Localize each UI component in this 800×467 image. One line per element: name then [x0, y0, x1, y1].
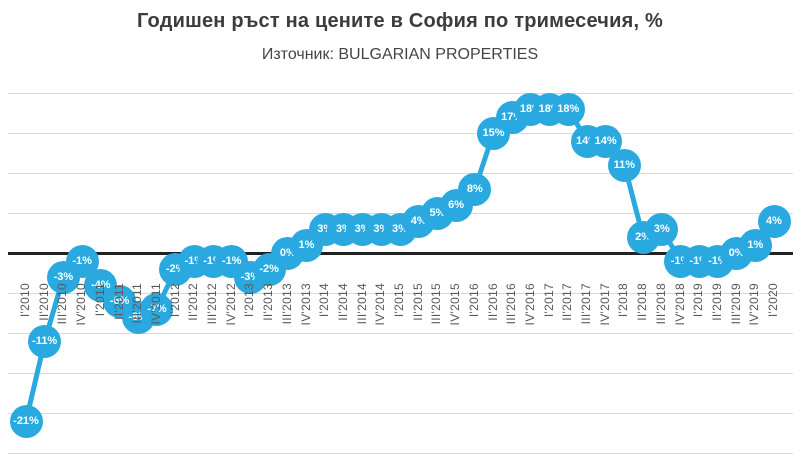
- chart-title: Годишен ръст на цените в София по тримес…: [137, 10, 663, 32]
- gridline: [8, 333, 793, 334]
- x-axis-label: III'2011: [130, 283, 145, 324]
- x-axis-label: II'2010: [36, 283, 51, 321]
- x-axis-label: III'2017: [579, 283, 593, 325]
- x-axis-label: IV'2013: [298, 283, 313, 326]
- gridline: [8, 293, 793, 294]
- x-axis-label: III'2015: [429, 283, 444, 325]
- data-point-marker: 11%: [607, 148, 641, 182]
- x-axis-label: I'2020: [766, 283, 780, 318]
- x-axis-label: IV'2017: [597, 283, 612, 326]
- data-point-marker: -2%: [252, 252, 286, 286]
- x-axis-label: II'2013: [261, 283, 276, 321]
- x-axis-label: III'2012: [205, 283, 219, 325]
- data-point-marker: -3%: [46, 260, 80, 294]
- x-axis-label: III'2018: [653, 283, 668, 325]
- gridline: [8, 93, 793, 94]
- gridline: [8, 133, 793, 134]
- x-axis-label: II'2017: [560, 283, 575, 321]
- x-axis-label: II'2011: [111, 283, 126, 320]
- x-axis-label: I'2013: [242, 283, 257, 318]
- data-point-marker: 8%: [458, 172, 492, 206]
- x-axis-label: IV'2015: [448, 283, 463, 326]
- data-point-marker: 4%: [757, 204, 791, 238]
- x-axis-label: IV'2018: [672, 283, 687, 326]
- chart-subtitle: Източник: BULGARIAN PROPERTIES: [261, 46, 539, 63]
- x-axis-label: II'2014: [335, 283, 350, 321]
- x-axis-label: IV'2011: [148, 283, 163, 325]
- x-axis-label: II'2015: [410, 283, 425, 321]
- gridline: [8, 173, 793, 174]
- x-axis-label: I'2015: [392, 283, 406, 318]
- zero-axis-line: [8, 252, 793, 255]
- x-axis-label: I'2012: [167, 283, 182, 318]
- data-point-marker: -7%: [140, 292, 174, 326]
- x-axis-label: I'2019: [691, 283, 706, 318]
- x-axis-label: III'2019: [728, 283, 743, 325]
- gridline: [8, 373, 793, 374]
- gridline: [8, 413, 793, 414]
- x-axis-label: IV'2014: [373, 283, 388, 326]
- data-point-marker: 18%: [551, 92, 585, 126]
- x-axis-label: III'2010: [55, 283, 70, 325]
- x-axis-label: I'2016: [466, 283, 481, 318]
- x-axis-label: III'2014: [354, 283, 369, 325]
- data-point-marker: -11%: [28, 324, 62, 358]
- x-axis-label: III'2013: [279, 283, 294, 325]
- x-axis-label: II'2019: [709, 283, 724, 321]
- data-point-marker: 3%: [645, 212, 679, 246]
- x-axis-label: I'2018: [616, 283, 631, 318]
- x-axis-label: I'2017: [541, 283, 556, 318]
- x-axis-label: I'2011: [92, 283, 107, 317]
- x-axis-label: IV'2010: [74, 283, 89, 326]
- x-axis-label: III'2016: [504, 283, 519, 325]
- x-axis-label: IV'2019: [747, 283, 762, 326]
- gridline: [8, 453, 793, 454]
- x-axis-label: I'2014: [317, 283, 332, 318]
- x-axis-label: II'2012: [186, 283, 201, 321]
- data-point-marker: -4%: [84, 268, 118, 302]
- x-axis-label: IV'2016: [522, 283, 537, 326]
- x-axis-label: II'2018: [635, 283, 650, 321]
- x-axis-label: II'2016: [485, 283, 500, 321]
- data-point-marker: -21%: [9, 404, 43, 438]
- x-axis-label: I'2010: [18, 283, 32, 318]
- x-axis-label: IV'2012: [223, 283, 238, 326]
